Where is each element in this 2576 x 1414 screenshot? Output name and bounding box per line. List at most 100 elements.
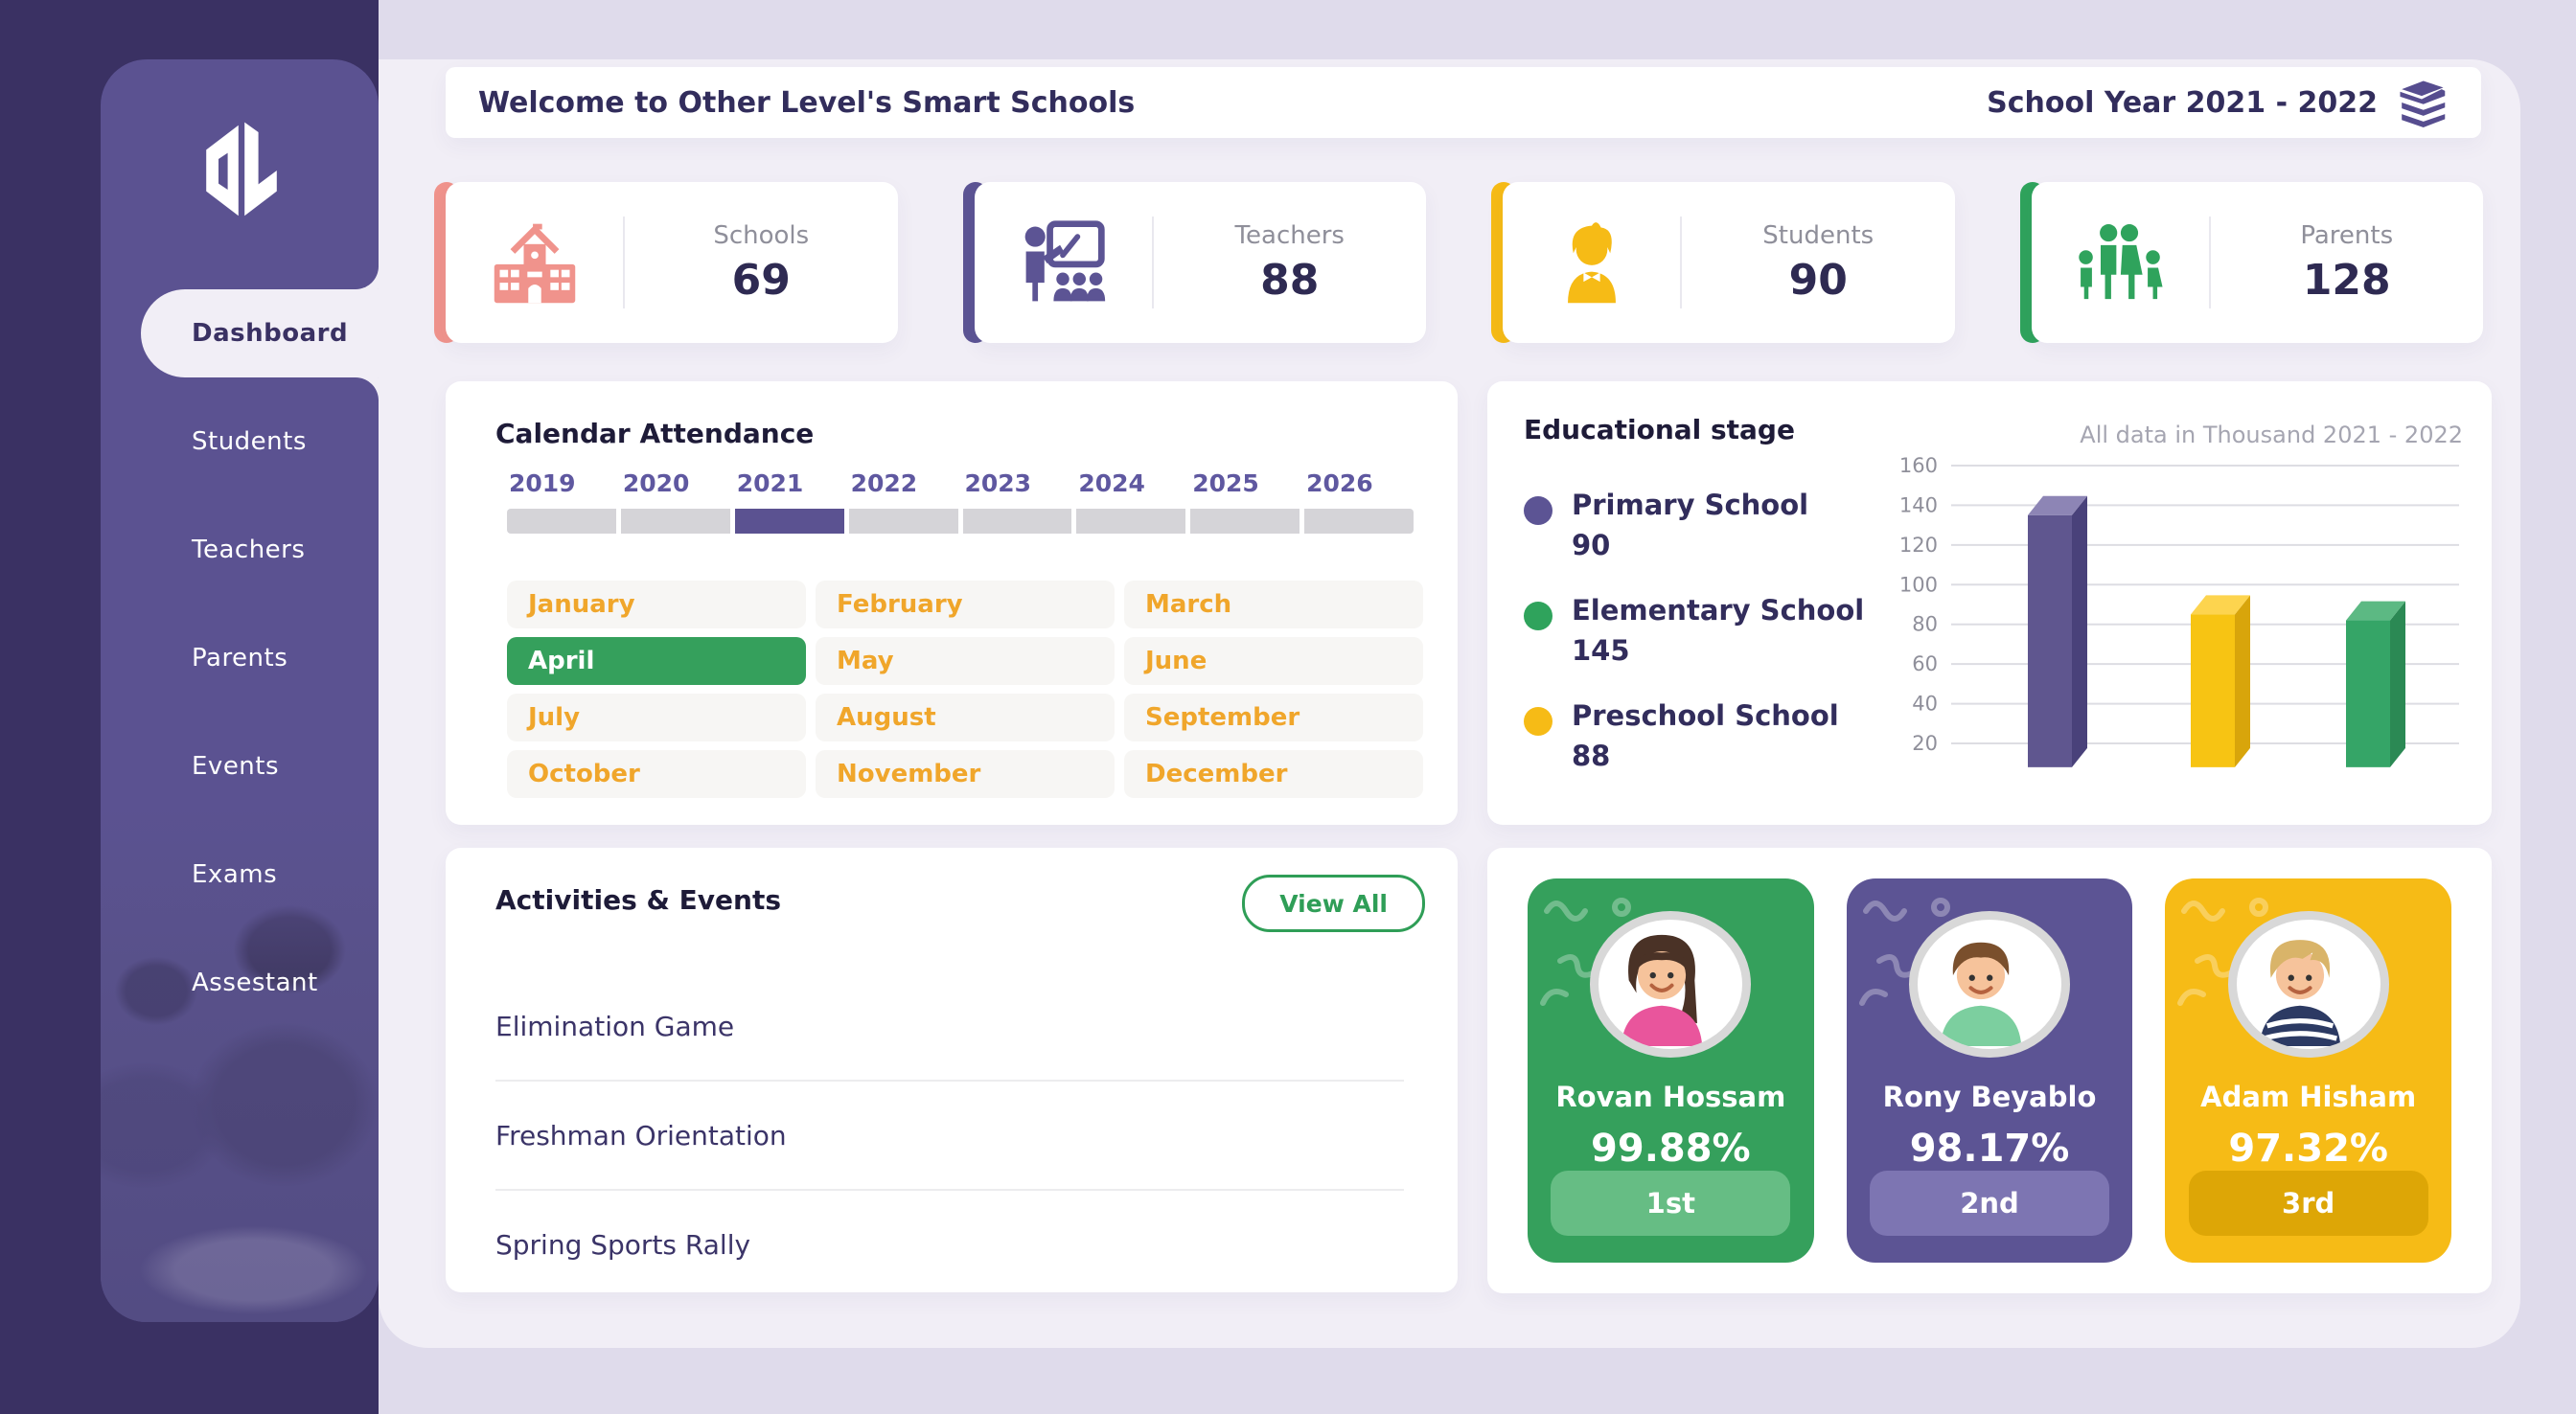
year-2025[interactable]: 2025 <box>1190 469 1300 534</box>
chart-legend: Primary School 90 Elementary School 145 … <box>1524 489 1864 805</box>
stat-label: Teachers <box>1234 220 1345 250</box>
event-item[interactable]: Elimination Game <box>495 972 1404 1082</box>
year-2026[interactable]: 2026 <box>1304 469 1414 534</box>
month-grid: January February March April May June Ju… <box>507 581 1423 798</box>
stat-card-parents: Parents 128 <box>2019 182 2483 343</box>
year-2021[interactable]: 2021 <box>734 469 844 534</box>
chart-note: All data in Thousand 2021 - 2022 <box>2080 422 2463 448</box>
month-july[interactable]: July <box>507 694 806 741</box>
sidebar-item-students[interactable]: Students <box>192 427 307 456</box>
stat-value: 90 <box>1788 255 1848 305</box>
year-segment[interactable] <box>620 509 730 534</box>
stat-label: Schools <box>713 220 810 250</box>
activities-title: Activities & Events <box>495 884 782 916</box>
sidebar: Dashboard Students Teachers Parents Even… <box>101 59 379 1322</box>
svg-text:120: 120 <box>1899 534 1938 557</box>
sidebar-item-teachers[interactable]: Teachers <box>192 536 306 564</box>
legend-dot <box>1524 496 1552 525</box>
stat-value: 128 <box>2302 255 2391 305</box>
sidebar-item-assestant[interactable]: Assestant <box>192 969 318 997</box>
svg-text:140: 140 <box>1899 493 1938 516</box>
sidebar-nav: Dashboard Students Teachers Parents Even… <box>101 289 379 1047</box>
event-item[interactable]: Freshman Orientation <box>495 1082 1404 1191</box>
classroom-photo <box>101 805 379 1322</box>
school-icon <box>446 217 623 308</box>
year-segment-selected[interactable] <box>734 509 844 534</box>
legend-elementary-school: Elementary School 145 <box>1524 594 1864 667</box>
student-name: Adam Hisham <box>2200 1080 2417 1113</box>
month-november[interactable]: November <box>816 750 1115 798</box>
year-segment[interactable] <box>1304 509 1414 534</box>
stat-label: Parents <box>2300 220 2394 250</box>
month-march[interactable]: March <box>1124 581 1423 628</box>
month-june[interactable]: June <box>1124 637 1423 685</box>
divider <box>1680 217 1682 308</box>
year-2022[interactable]: 2022 <box>848 469 958 534</box>
student-card-1st: Rovan Hossam 99.88% 1st <box>1528 878 1814 1263</box>
student-avatar <box>1909 911 2070 1058</box>
event-item[interactable]: Spring Sports Rally <box>495 1228 751 1261</box>
month-august[interactable]: August <box>816 694 1115 741</box>
svg-text:40: 40 <box>1912 693 1938 716</box>
educational-stage-card: Educational stage All data in Thousand 2… <box>1487 381 2492 825</box>
divider <box>623 217 625 308</box>
stat-card-students: Students 90 <box>1491 182 1955 343</box>
legend-primary-school: Primary School 90 <box>1524 489 1864 561</box>
stat-cards-row: Schools 69 <box>434 182 2483 343</box>
student-icon <box>1503 217 1680 308</box>
month-january[interactable]: January <box>507 581 806 628</box>
header-bar: Welcome to Other Level's Smart Schools S… <box>446 67 2481 138</box>
sidebar-item-dashboard[interactable]: Dashboard <box>141 289 379 377</box>
activities-events-card: Activities & Events View All Elimination… <box>446 848 1458 1292</box>
year-segment[interactable] <box>848 509 958 534</box>
year-segment[interactable] <box>1190 509 1300 534</box>
svg-text:100: 100 <box>1899 573 1938 596</box>
month-april-selected[interactable]: April <box>507 637 806 685</box>
stat-card-schools: Schools 69 <box>434 182 898 343</box>
stat-card-teachers: Teachers 88 <box>962 182 1426 343</box>
sidebar-item-events[interactable]: Events <box>192 752 280 781</box>
stat-value: 69 <box>731 255 791 305</box>
school-year-label: School Year 2021 - 2022 <box>1987 85 2378 120</box>
view-all-button[interactable]: View All <box>1242 875 1425 932</box>
year-2020[interactable]: 2020 <box>620 469 730 534</box>
stat-value: 88 <box>1260 255 1320 305</box>
rank-badge-1st: 1st <box>1551 1170 1791 1236</box>
month-october[interactable]: October <box>507 750 806 798</box>
family-icon <box>2032 217 2209 308</box>
legend-dot <box>1524 602 1552 630</box>
year-segment[interactable] <box>962 509 1072 534</box>
main-surface: Welcome to Other Level's Smart Schools S… <box>379 59 2520 1348</box>
student-avatar <box>2227 911 2389 1058</box>
page-title: Welcome to Other Level's Smart Schools <box>478 85 1136 120</box>
svg-text:80: 80 <box>1912 613 1938 636</box>
month-february[interactable]: February <box>816 581 1115 628</box>
month-december[interactable]: December <box>1124 750 1423 798</box>
student-name: Rovan Hossam <box>1555 1080 1786 1113</box>
year-segment[interactable] <box>507 509 616 534</box>
year-segment[interactable] <box>1076 509 1186 534</box>
month-may[interactable]: May <box>816 637 1115 685</box>
svg-text:60: 60 <box>1912 652 1938 675</box>
rank-badge-3rd: 3rd <box>2188 1170 2428 1236</box>
sidebar-item-parents[interactable]: Parents <box>192 644 288 673</box>
calendar-attendance-card: Calendar Attendance 2019 2020 2021 2022 … <box>446 381 1458 825</box>
student-score: 98.17% <box>1909 1126 2070 1171</box>
stage-chart: 20 40 60 80 100 120 140 160 <box>1899 454 2459 767</box>
student-name: Rony Beyablo <box>1882 1080 2097 1113</box>
calendar-title: Calendar Attendance <box>495 418 815 449</box>
school-logo <box>206 122 277 217</box>
student-card-3rd: Adam Hisham 97.32% 3rd <box>2165 878 2452 1263</box>
year-2023[interactable]: 2023 <box>962 469 1072 534</box>
sidebar-item-exams[interactable]: Exams <box>192 860 278 889</box>
school-year-group: School Year 2021 - 2022 <box>1987 78 2449 127</box>
year-2019[interactable]: 2019 <box>507 469 616 534</box>
top-students-panel: Rovan Hossam 99.88% 1st <box>1487 848 2492 1293</box>
year-2024[interactable]: 2024 <box>1076 469 1186 534</box>
svg-text:20: 20 <box>1912 732 1938 755</box>
student-card-2nd: Rony Beyablo 98.17% 2nd <box>1846 878 2133 1263</box>
month-september[interactable]: September <box>1124 694 1423 741</box>
student-score: 99.88% <box>1591 1126 1751 1171</box>
books-icon <box>2400 80 2446 127</box>
